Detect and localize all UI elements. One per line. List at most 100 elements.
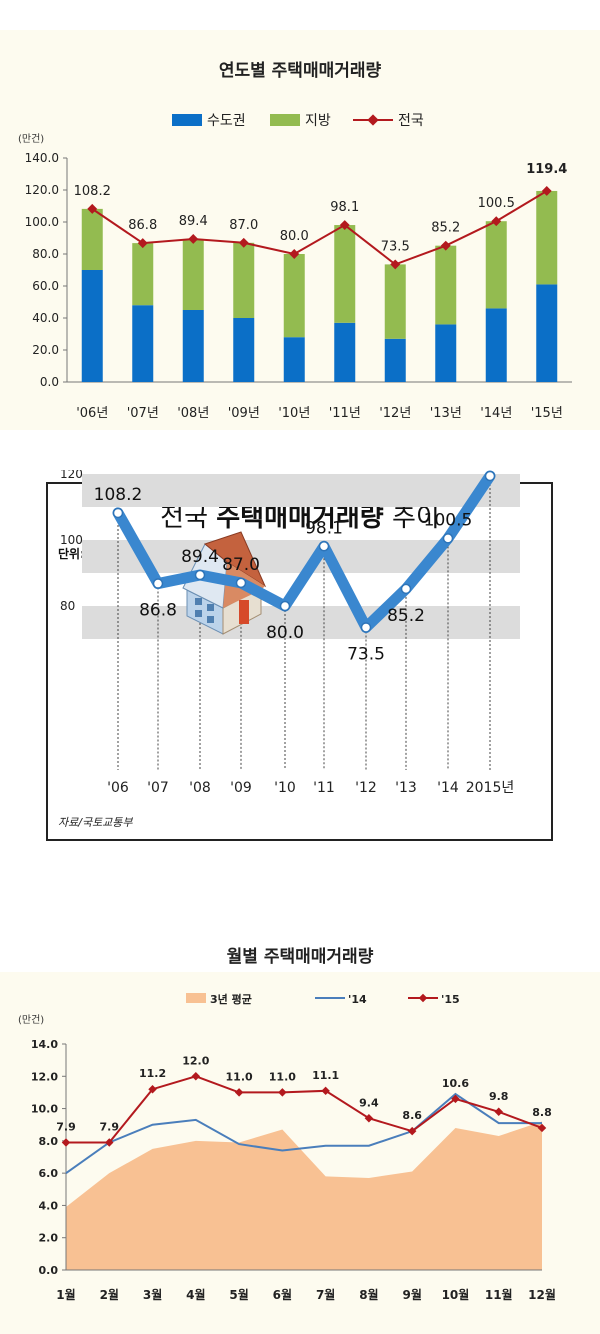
chart2-y-ticks: 80 100 120 <box>60 470 83 613</box>
trend-point <box>484 470 496 482</box>
point-2015 <box>148 1084 157 1094</box>
national-data-label: 98.1 <box>330 200 359 215</box>
bar-capital <box>132 305 154 382</box>
trend-point <box>360 622 372 633</box>
chart3-y-tick-label: 4.0 <box>39 1199 59 1212</box>
national-data-label: 89.4 <box>179 214 208 229</box>
chart3-y-tick-label: 0.0 <box>39 1264 59 1277</box>
chart1-x-label: '06년 <box>76 406 108 421</box>
chart1-x-label: '13년 <box>430 406 462 421</box>
chart1-x-label: '14년 <box>480 406 512 421</box>
chart1-x-label: '07년 <box>127 406 159 421</box>
bar-capital <box>81 270 103 382</box>
trend-point <box>112 507 124 519</box>
legend-label-region: 지방 <box>305 113 331 129</box>
trend-point <box>235 577 247 589</box>
chart3-x-label: 2월 <box>100 1287 119 1302</box>
monthly-data-label: 8.8 <box>532 1106 552 1119</box>
chart2-y-tick-label: 100 <box>60 533 83 547</box>
chart1-title: 연도별 주택매매거래량 <box>219 61 382 81</box>
chart2-x-label: '10 <box>274 780 296 796</box>
chart3-line-2014 <box>65 1092 542 1174</box>
chart2-grid-band <box>82 474 520 507</box>
point-2015 <box>407 1126 417 1136</box>
bar-region <box>536 190 558 285</box>
bar-capital <box>536 284 558 382</box>
bar-region <box>81 208 103 270</box>
national-data-label: 108.2 <box>74 184 111 199</box>
chart2-x-label: '13 <box>395 780 417 796</box>
line-2015 <box>66 1075 543 1144</box>
national-point <box>188 234 199 244</box>
trend-data-label: 86.8 <box>139 601 177 621</box>
chart3-x-label: 1월 <box>56 1287 75 1302</box>
chart3-x-labels: 1월 2월 3월 4월 5월 6월 7월 8월 9월 10월 11월 12월 <box>56 1287 556 1302</box>
national-point <box>339 220 350 230</box>
legend-label-2014: '14 <box>348 993 367 1006</box>
chart3-legend: 3년 평균 '14 '15 <box>186 992 460 1006</box>
monthly-data-label: 11.1 <box>312 1069 339 1082</box>
legend-marker-2015 <box>418 993 428 1003</box>
bar-capital <box>283 337 305 382</box>
bar-region <box>485 221 507 309</box>
national-trend-chart: 전국 주택매매거래량 추이 단위: 만건 108.286.889.487.080… <box>46 470 553 841</box>
chart2-y-tick-label: 80 <box>60 599 75 613</box>
legend-label-3yr-avg: 3년 평균 <box>210 992 252 1006</box>
national-data-label: 80.0 <box>280 229 309 244</box>
chart3-unit: (만건) <box>18 1014 44 1026</box>
chart1-x-label: '10년 <box>278 406 310 421</box>
national-point <box>541 186 552 196</box>
chart3-x-label: 11월 <box>485 1287 513 1302</box>
chart2-x-label: '11 <box>313 780 335 796</box>
chart3-y-tick-label: 2.0 <box>39 1232 59 1245</box>
chart3-x-label: 4월 <box>186 1287 205 1302</box>
chart3-title: 월별 주택매매거래량 <box>227 947 374 967</box>
chart2-grid-band <box>82 606 520 639</box>
chart3-area <box>66 1121 542 1270</box>
monthly-transactions-chart: 월별 주택매매거래량 3년 평균 '14 '15 (만건) 0.0 2.0 4.0 6… <box>0 920 600 1334</box>
bar-capital <box>384 338 406 382</box>
chart1-y-tick-label: 80.0 <box>32 247 59 261</box>
monthly-data-label: 10.6 <box>442 1077 469 1090</box>
chart3-y-tick-label: 8.0 <box>39 1135 59 1148</box>
chart1-y-tick-label: 40.0 <box>32 311 59 325</box>
point-2015 <box>364 1114 374 1123</box>
national-point <box>440 240 451 251</box>
national-point <box>289 249 300 259</box>
monthly-data-label: 7.9 <box>56 1120 76 1133</box>
chart1-x-label: '09년 <box>228 406 260 421</box>
chart2-title-bold: 주택매매거래량 <box>216 503 384 533</box>
chart3-y-tick-label: 6.0 <box>39 1167 59 1180</box>
trend-point <box>442 533 454 544</box>
chart3-x-label: 9월 <box>402 1287 421 1302</box>
chart3-x-label: 12월 <box>528 1287 556 1302</box>
bar-capital <box>435 324 457 382</box>
chart2-x-label: '08 <box>189 780 211 796</box>
chart2-x-label: '14 <box>437 780 459 796</box>
bar-region <box>283 254 305 338</box>
chart1-y-tick-label: 140.0 <box>25 151 59 165</box>
national-point <box>238 237 249 248</box>
trend-data-label: 108.2 <box>94 485 143 505</box>
chart1-x-label: '11년 <box>329 406 361 421</box>
chart1-y-tick-label: 20.0 <box>32 343 59 357</box>
chart2-x-label: '07 <box>147 780 169 796</box>
monthly-data-label: 9.8 <box>489 1090 509 1103</box>
bar-region <box>132 243 154 306</box>
chart3-x-label: 8월 <box>359 1287 378 1302</box>
trend-data-label: 98.1 <box>305 518 343 538</box>
chart1-line <box>87 186 552 270</box>
legend-label-capital: 수도권 <box>207 113 246 129</box>
chart2-title: 전국 주택매매거래량 추이 <box>160 503 440 533</box>
monthly-data-label: 11.0 <box>269 1070 296 1083</box>
chart3-y-tick-label: 10.0 <box>31 1103 58 1116</box>
chart1-y-tick-label: 0.0 <box>40 375 59 389</box>
bar-region <box>435 245 457 325</box>
monthly-data-label: 11.0 <box>226 1070 253 1083</box>
bar-capital <box>233 318 255 382</box>
trend-data-label: 87.0 <box>222 555 260 575</box>
bar-region <box>384 264 406 339</box>
legend-swatch-region <box>270 114 300 126</box>
chart1-data-labels: 108.2 86.8 89.4 87.0 80.0 98.1 73.5 85.2 100.5 11… <box>74 162 568 254</box>
line-2014 <box>65 1092 542 1174</box>
